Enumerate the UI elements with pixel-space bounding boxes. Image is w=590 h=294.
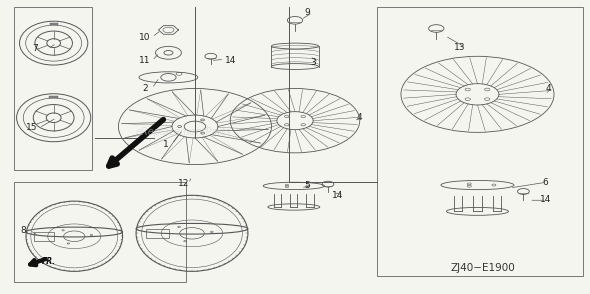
Bar bbox=[49, 96, 58, 98]
Text: 2: 2 bbox=[142, 84, 148, 93]
Bar bbox=[14, 182, 186, 282]
Text: 14: 14 bbox=[539, 195, 551, 204]
Text: 14: 14 bbox=[225, 56, 236, 65]
Text: FR.: FR. bbox=[42, 257, 56, 266]
Bar bbox=[14, 6, 92, 171]
Text: ZJ40−E1900: ZJ40−E1900 bbox=[451, 263, 516, 273]
Text: 4: 4 bbox=[545, 84, 551, 93]
Text: 6: 6 bbox=[542, 178, 548, 187]
Text: 4: 4 bbox=[357, 113, 363, 122]
Bar bbox=[50, 23, 58, 25]
Text: 11: 11 bbox=[139, 56, 150, 65]
Text: 5: 5 bbox=[304, 181, 310, 190]
Text: 15: 15 bbox=[26, 123, 38, 133]
Bar bbox=[34, 232, 54, 240]
Text: 1: 1 bbox=[163, 140, 168, 148]
Text: 12: 12 bbox=[178, 179, 189, 188]
Text: 9: 9 bbox=[304, 8, 310, 17]
Bar bbox=[378, 6, 584, 276]
Text: 10: 10 bbox=[139, 33, 150, 42]
Text: 13: 13 bbox=[454, 43, 466, 52]
Bar bbox=[146, 228, 169, 238]
Text: 8: 8 bbox=[20, 226, 26, 235]
Text: 7: 7 bbox=[32, 44, 38, 54]
Text: 3: 3 bbox=[310, 58, 316, 67]
Text: 14: 14 bbox=[332, 191, 343, 200]
Text: eReplacementParts: eReplacementParts bbox=[136, 127, 231, 137]
